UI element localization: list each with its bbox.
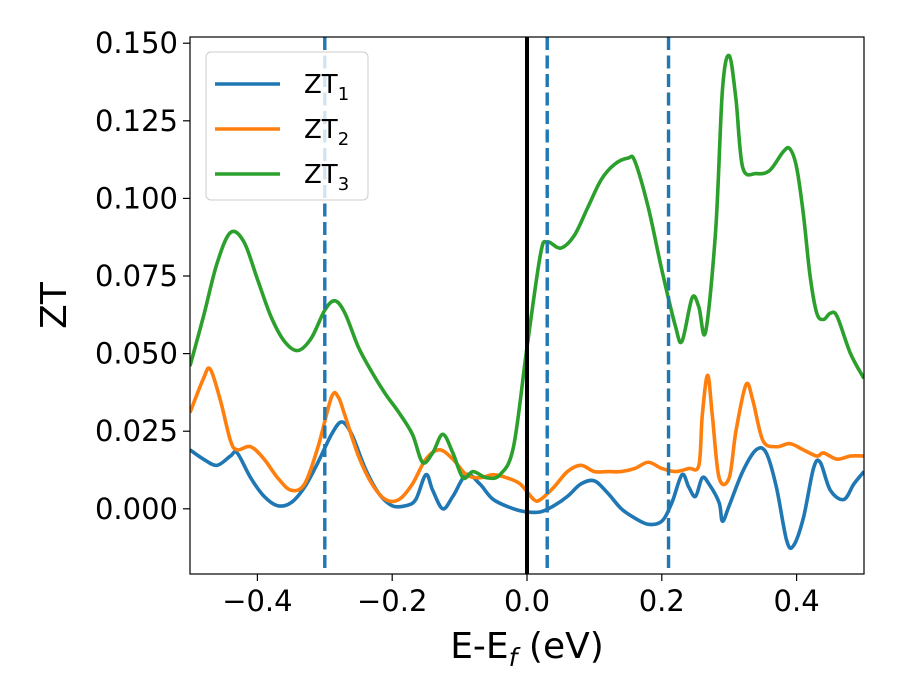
series-line-zt2 bbox=[190, 366, 864, 504]
x-tick-label: −0.2 bbox=[357, 584, 427, 618]
legend-label: ZT3 bbox=[304, 160, 349, 195]
plot-area bbox=[190, 37, 864, 574]
legend-box bbox=[205, 51, 369, 201]
y-axis-label: ZT bbox=[34, 281, 75, 329]
x-tick-label: −0.4 bbox=[222, 584, 292, 618]
y-tick-label: 0.100 bbox=[95, 181, 178, 215]
x-axis-label-main: E-E bbox=[450, 626, 508, 667]
series-line-zt3 bbox=[190, 53, 864, 481]
y-tick-label: 0.125 bbox=[95, 104, 178, 138]
axis-ticks: −0.4 −0.2 0.0 0.2 0.4 0.000 0.025 0.050 0.075 0.1… bbox=[95, 26, 820, 618]
x-tick-label: 0.2 bbox=[639, 584, 685, 618]
x-tick-label: 0.0 bbox=[504, 584, 550, 618]
x-axis-label: E-Ef (eV) bbox=[450, 626, 604, 672]
y-tick-label: 0.050 bbox=[95, 337, 178, 371]
legend-label: ZT1 bbox=[304, 70, 349, 105]
x-axis-label-suffix: (eV) bbox=[517, 626, 603, 667]
y-tick-label: 0.075 bbox=[95, 259, 178, 293]
legend-label: ZT2 bbox=[304, 115, 349, 150]
x-tick-label: 0.4 bbox=[774, 584, 820, 618]
y-tick-label: 0.000 bbox=[95, 492, 178, 526]
y-tick-label: 0.025 bbox=[95, 414, 178, 448]
y-tick-label: 0.150 bbox=[95, 26, 178, 60]
series-line-zt1 bbox=[190, 420, 864, 551]
legend: ZT1 ZT2 ZT3 bbox=[205, 51, 369, 201]
